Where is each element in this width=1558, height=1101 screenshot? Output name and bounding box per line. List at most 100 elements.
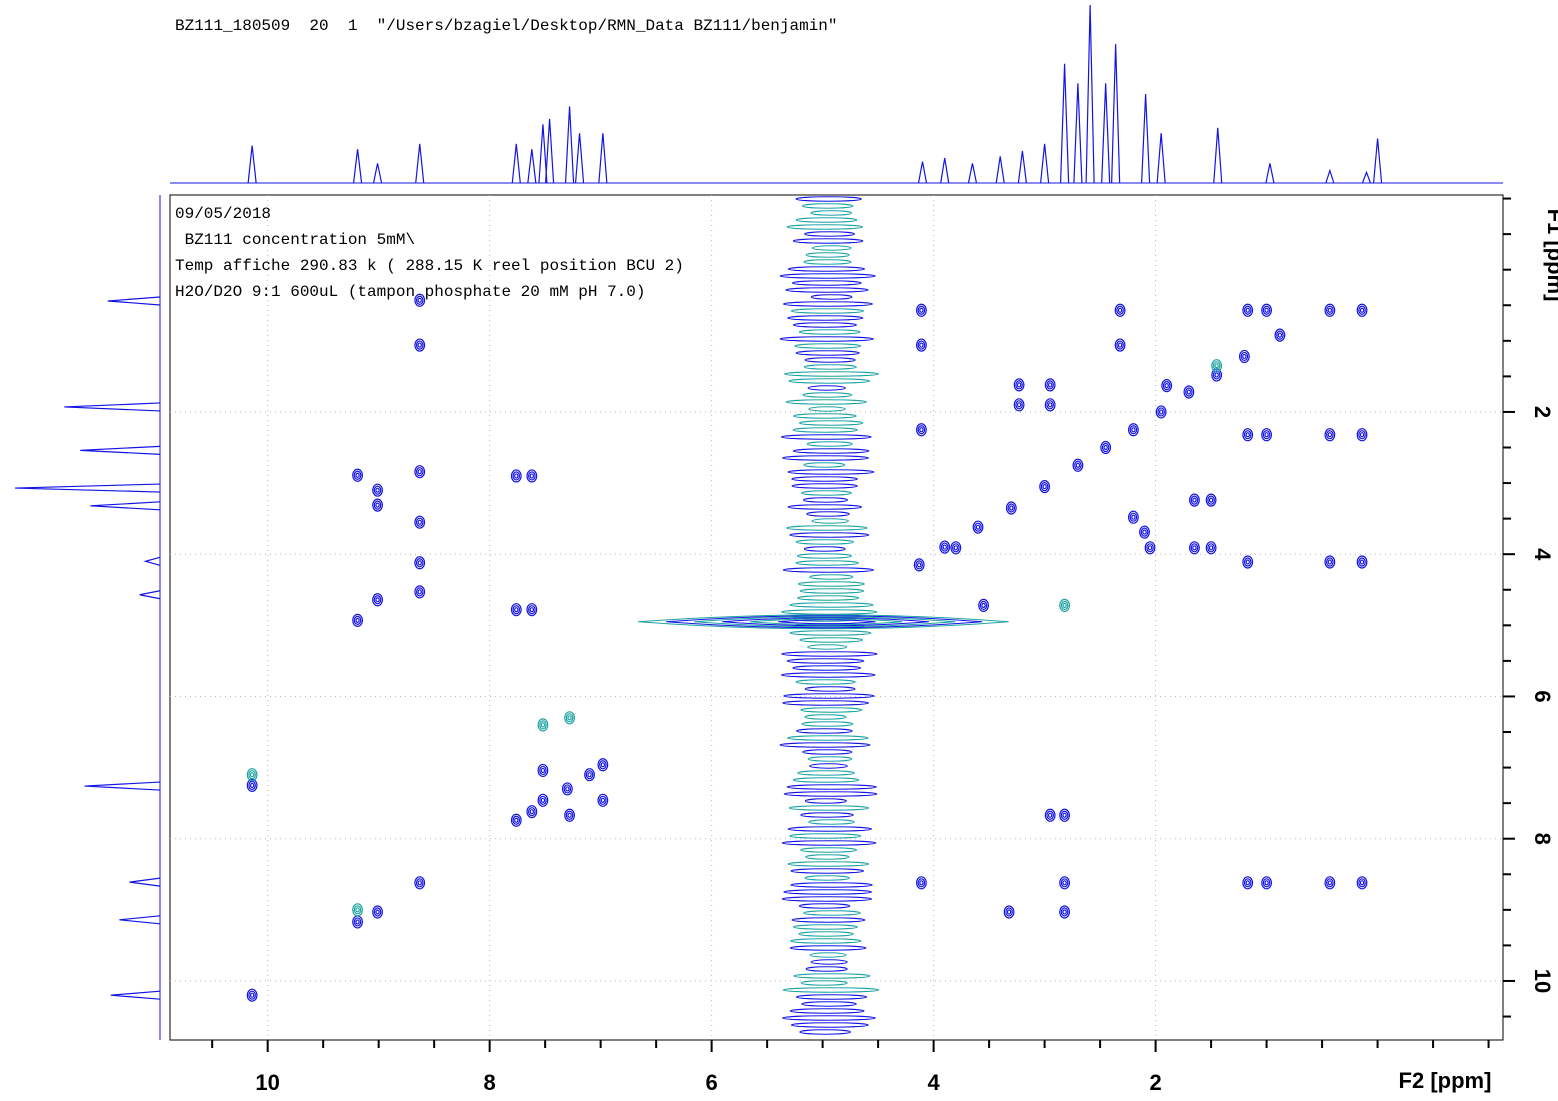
projection-peak bbox=[1141, 93, 1151, 184]
peak-contour bbox=[1040, 482, 1049, 492]
streak-contour bbox=[750, 618, 903, 626]
noise-contour bbox=[802, 497, 849, 503]
peak-contour bbox=[1262, 430, 1271, 440]
projection-peak bbox=[129, 877, 161, 887]
peak-contour bbox=[1007, 503, 1016, 513]
peak-contour bbox=[1264, 880, 1269, 886]
peak-contour bbox=[950, 541, 962, 555]
cross-peak bbox=[372, 483, 383, 497]
cross-peak bbox=[1189, 493, 1200, 507]
projection-peak bbox=[598, 133, 608, 184]
noise-contour bbox=[811, 518, 849, 524]
cross-peak bbox=[1013, 378, 1025, 392]
peak-contour bbox=[1243, 430, 1252, 440]
noise-contour bbox=[797, 770, 855, 776]
peak-contour bbox=[600, 762, 606, 768]
cross-peak bbox=[1044, 398, 1056, 412]
peak-contour bbox=[1327, 559, 1333, 565]
noise-contour bbox=[801, 490, 852, 496]
peak-contour bbox=[1117, 307, 1123, 313]
peak-contour bbox=[587, 772, 592, 778]
peak-contour bbox=[1185, 387, 1193, 397]
noise-contour bbox=[795, 539, 855, 545]
noise-contour bbox=[792, 322, 857, 328]
peak-contour bbox=[1245, 432, 1250, 438]
peak-contour bbox=[514, 473, 519, 479]
x-tick-label: 4 bbox=[927, 1070, 940, 1095]
peak-contour bbox=[565, 786, 570, 792]
cross-peak bbox=[510, 469, 522, 483]
peak-contour bbox=[1060, 878, 1069, 888]
peak-contour bbox=[537, 763, 549, 778]
projection-peak bbox=[415, 143, 425, 184]
noise-contour bbox=[798, 420, 864, 426]
peak-contour bbox=[917, 425, 926, 435]
noise-contour bbox=[803, 462, 846, 468]
projection-peak bbox=[1101, 83, 1111, 184]
noise-contour bbox=[792, 448, 870, 454]
peak-contour bbox=[537, 718, 549, 732]
peak-contour bbox=[248, 780, 256, 790]
projection-peak bbox=[119, 915, 161, 925]
noise-contour bbox=[803, 364, 857, 370]
cross-peak bbox=[978, 598, 989, 613]
peak-contour bbox=[352, 613, 363, 627]
peak-contour bbox=[417, 297, 422, 303]
peak-contour bbox=[373, 485, 382, 495]
noise-contour bbox=[798, 329, 861, 335]
peak-contour bbox=[567, 812, 572, 818]
peak-contour bbox=[1326, 557, 1334, 567]
noise-contour bbox=[803, 259, 852, 265]
cross-peak bbox=[913, 558, 925, 572]
cross-peak bbox=[1356, 428, 1368, 442]
peak-contour bbox=[1131, 514, 1136, 520]
peak-contour bbox=[1146, 543, 1154, 553]
annotation: H2O/D2O 9:1 600uL (tampon phosphate 20 m… bbox=[175, 283, 645, 301]
peak-contour bbox=[355, 617, 360, 623]
cross-peak bbox=[1128, 510, 1139, 524]
peak-contour bbox=[1142, 529, 1147, 535]
noise-contour bbox=[810, 210, 853, 216]
plot-frame bbox=[169, 194, 1504, 1041]
peak-contour bbox=[414, 556, 426, 570]
peak-contour bbox=[1242, 876, 1254, 890]
cross-peak bbox=[916, 876, 927, 890]
projection-peak bbox=[511, 143, 521, 184]
peak-contour bbox=[353, 917, 362, 927]
noise-contour bbox=[807, 644, 848, 650]
projection-peak bbox=[1361, 170, 1372, 184]
peak-contour bbox=[1006, 909, 1012, 915]
peak-contour bbox=[1116, 305, 1124, 315]
peak-contour bbox=[526, 469, 538, 483]
streak-contour bbox=[778, 619, 876, 625]
peak-contour bbox=[510, 813, 522, 827]
noise-contour bbox=[805, 854, 850, 860]
peak-contour bbox=[917, 340, 926, 350]
cross-peak bbox=[246, 778, 258, 792]
peak-contour bbox=[599, 795, 607, 805]
noise-contour bbox=[798, 903, 851, 909]
cross-peak bbox=[1238, 349, 1250, 364]
noise-contour bbox=[782, 987, 880, 993]
peak-contour bbox=[1005, 907, 1013, 917]
peak-contour bbox=[528, 605, 536, 615]
peak-contour bbox=[916, 303, 927, 317]
peak-contour bbox=[1003, 905, 1015, 919]
x-axis-label: F2 [ppm] bbox=[1399, 1068, 1492, 1093]
peak-contour bbox=[1245, 307, 1250, 313]
peak-contour bbox=[1327, 880, 1333, 886]
peak-contour bbox=[919, 342, 924, 348]
x-tick-label: 10 bbox=[255, 1070, 279, 1095]
peak-contour bbox=[1062, 812, 1067, 818]
peak-contour bbox=[599, 760, 607, 770]
streak-contour bbox=[722, 617, 929, 627]
projection-peak bbox=[1156, 133, 1166, 184]
peak-contour bbox=[1100, 440, 1112, 455]
peak-contour bbox=[1013, 378, 1025, 392]
cross-peak bbox=[1059, 905, 1070, 919]
peak-contour bbox=[1129, 425, 1138, 435]
noise-contour bbox=[793, 973, 871, 979]
noise-contour bbox=[807, 385, 846, 391]
peak-contour bbox=[355, 472, 360, 478]
noise-contour bbox=[804, 875, 850, 881]
